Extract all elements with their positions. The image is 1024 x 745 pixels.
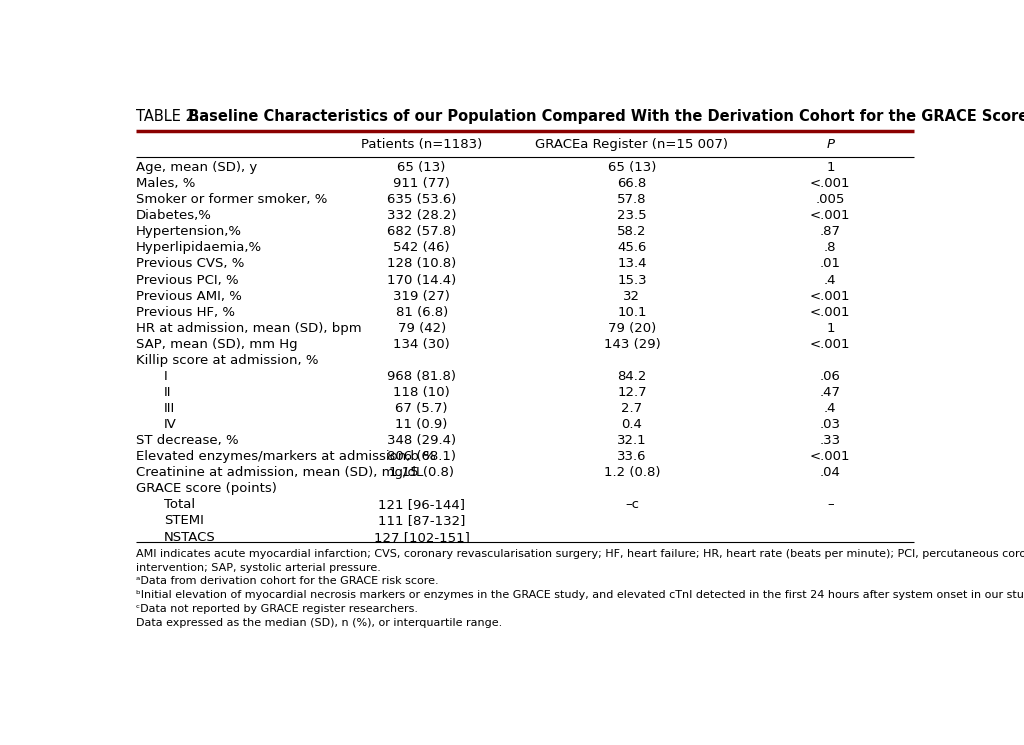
Text: <.001: <.001	[810, 450, 851, 463]
Text: .8: .8	[824, 241, 837, 254]
Text: .04: .04	[820, 466, 841, 479]
Text: <.001: <.001	[810, 337, 851, 351]
Text: Previous PCI, %: Previous PCI, %	[136, 273, 239, 287]
Text: .33: .33	[820, 434, 841, 447]
Text: 1: 1	[826, 322, 835, 335]
Text: Baseline Characteristics of our Population Compared With the Derivation Cohort f: Baseline Characteristics of our Populati…	[182, 109, 1024, 124]
Text: HR at admission, mean (SD), bpm: HR at admission, mean (SD), bpm	[136, 322, 361, 335]
Text: AMI indicates acute myocardial infarction; CVS, coronary revascularisation surge: AMI indicates acute myocardial infarctio…	[136, 549, 1024, 559]
Text: 118 (10): 118 (10)	[393, 386, 450, 399]
Text: Diabetes,%: Diabetes,%	[136, 209, 212, 222]
Text: .06: .06	[820, 370, 841, 383]
Text: STEMI: STEMI	[164, 515, 204, 527]
Text: .03: .03	[820, 418, 841, 431]
Text: 67 (5.7): 67 (5.7)	[395, 402, 447, 415]
Text: Hypertension,%: Hypertension,%	[136, 225, 242, 238]
Text: Smoker or former smoker, %: Smoker or former smoker, %	[136, 193, 328, 206]
Text: Previous HF, %: Previous HF, %	[136, 305, 234, 319]
Text: <.001: <.001	[810, 209, 851, 222]
Text: 2.7: 2.7	[622, 402, 642, 415]
Text: 170 (14.4): 170 (14.4)	[387, 273, 457, 287]
Text: I: I	[164, 370, 168, 383]
Text: 81 (6.8): 81 (6.8)	[395, 305, 447, 319]
Text: GRACE score (points): GRACE score (points)	[136, 482, 276, 495]
Text: 65 (13): 65 (13)	[608, 161, 656, 174]
Text: Elevated enzymes/markers at admission,b %: Elevated enzymes/markers at admission,b …	[136, 450, 435, 463]
Text: 968 (81.8): 968 (81.8)	[387, 370, 456, 383]
Text: 134 (30): 134 (30)	[393, 337, 450, 351]
Text: 32: 32	[624, 290, 640, 302]
Text: Patients (n=1183): Patients (n=1183)	[361, 138, 482, 151]
Text: 128 (10.8): 128 (10.8)	[387, 258, 457, 270]
Text: .4: .4	[824, 273, 837, 287]
Text: 58.2: 58.2	[617, 225, 647, 238]
Text: 332 (28.2): 332 (28.2)	[387, 209, 457, 222]
Text: .47: .47	[820, 386, 841, 399]
Text: Age, mean (SD), y: Age, mean (SD), y	[136, 161, 257, 174]
Text: 45.6: 45.6	[617, 241, 646, 254]
Text: SAP, mean (SD), mm Hg: SAP, mean (SD), mm Hg	[136, 337, 298, 351]
Text: 13.4: 13.4	[617, 258, 647, 270]
Text: .005: .005	[816, 193, 845, 206]
Text: Data expressed as the median (SD), n (%), or interquartile range.: Data expressed as the median (SD), n (%)…	[136, 618, 502, 628]
Text: 121 [96-144]: 121 [96-144]	[378, 498, 465, 511]
Text: Hyperlipidaemia,%: Hyperlipidaemia,%	[136, 241, 262, 254]
Text: 143 (29): 143 (29)	[603, 337, 660, 351]
Text: III: III	[164, 402, 175, 415]
Text: 806 (68.1): 806 (68.1)	[387, 450, 456, 463]
Text: 10.1: 10.1	[617, 305, 647, 319]
Text: 348 (29.4): 348 (29.4)	[387, 434, 457, 447]
Text: 32.1: 32.1	[617, 434, 647, 447]
Text: 33.6: 33.6	[617, 450, 647, 463]
Text: .01: .01	[820, 258, 841, 270]
Text: 12.7: 12.7	[617, 386, 647, 399]
Text: 57.8: 57.8	[617, 193, 647, 206]
Text: 127 [102-151]: 127 [102-151]	[374, 530, 470, 544]
Text: <.001: <.001	[810, 290, 851, 302]
Text: .87: .87	[820, 225, 841, 238]
Text: GRACEa Register (n=15 007): GRACEa Register (n=15 007)	[536, 138, 728, 151]
Text: ᵃData from derivation cohort for the GRACE risk score.: ᵃData from derivation cohort for the GRA…	[136, 577, 438, 586]
Text: 84.2: 84.2	[617, 370, 646, 383]
Text: intervention; SAP, systolic arterial pressure.: intervention; SAP, systolic arterial pre…	[136, 562, 381, 573]
Text: 66.8: 66.8	[617, 177, 646, 190]
Text: –c: –c	[625, 498, 639, 511]
Text: Killip score at admission, %: Killip score at admission, %	[136, 354, 318, 367]
Text: 682 (57.8): 682 (57.8)	[387, 225, 457, 238]
Text: 319 (27): 319 (27)	[393, 290, 451, 302]
Text: 911 (77): 911 (77)	[393, 177, 451, 190]
Text: 0.4: 0.4	[622, 418, 642, 431]
Text: 635 (53.6): 635 (53.6)	[387, 193, 457, 206]
Text: –: –	[827, 498, 834, 511]
Text: Total: Total	[164, 498, 195, 511]
Text: Previous CVS, %: Previous CVS, %	[136, 258, 245, 270]
Text: Males, %: Males, %	[136, 177, 196, 190]
Text: ST decrease, %: ST decrease, %	[136, 434, 239, 447]
Text: 79 (20): 79 (20)	[608, 322, 656, 335]
Text: Creatinine at admission, mean (SD), mg/dL: Creatinine at admission, mean (SD), mg/d…	[136, 466, 423, 479]
Text: 111 [87-132]: 111 [87-132]	[378, 515, 465, 527]
Text: ᵇInitial elevation of myocardial necrosis markers or enzymes in the GRACE study,: ᵇInitial elevation of myocardial necrosi…	[136, 590, 1024, 600]
Text: 1.15 (0.8): 1.15 (0.8)	[389, 466, 454, 479]
Text: P: P	[826, 138, 835, 151]
Text: .4: .4	[824, 402, 837, 415]
Text: 1: 1	[826, 161, 835, 174]
Text: 15.3: 15.3	[617, 273, 647, 287]
Text: <.001: <.001	[810, 177, 851, 190]
Text: II: II	[164, 386, 171, 399]
Text: 23.5: 23.5	[617, 209, 647, 222]
Text: 1.2 (0.8): 1.2 (0.8)	[604, 466, 660, 479]
Text: TABLE 2.: TABLE 2.	[136, 109, 200, 124]
Text: IV: IV	[164, 418, 176, 431]
Text: <.001: <.001	[810, 305, 851, 319]
Text: 79 (42): 79 (42)	[397, 322, 445, 335]
Text: 65 (13): 65 (13)	[397, 161, 445, 174]
Text: Previous AMI, %: Previous AMI, %	[136, 290, 242, 302]
Text: NSTACS: NSTACS	[164, 530, 215, 544]
Text: 11 (0.9): 11 (0.9)	[395, 418, 447, 431]
Text: ᶜData not reported by GRACE register researchers.: ᶜData not reported by GRACE register res…	[136, 604, 418, 614]
Text: 542 (46): 542 (46)	[393, 241, 450, 254]
